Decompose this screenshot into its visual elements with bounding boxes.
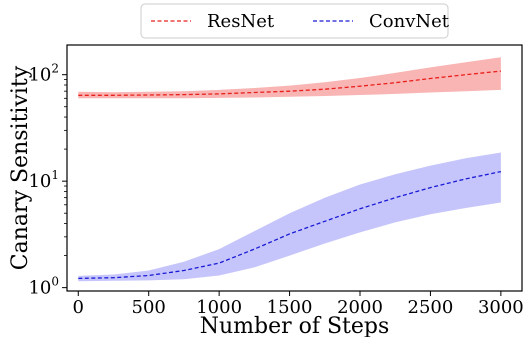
x-tick-label: 3000: [478, 297, 524, 318]
x-tick-label: 0: [73, 297, 84, 318]
y-tick-label: 102: [28, 62, 59, 86]
series-lines: [78, 70, 502, 280]
x-tick-label: 1000: [196, 297, 242, 318]
legend-label-convnet: ConvNet: [369, 11, 450, 32]
confidence-bands: [78, 57, 501, 282]
convnet-band: [78, 152, 501, 282]
resnet-band: [78, 57, 501, 99]
legend-box: [140, 3, 449, 39]
y-tick-label: 101: [28, 168, 59, 192]
x-tick-label: 2000: [337, 297, 383, 318]
convnet-line: [78, 170, 502, 280]
x-axis-label: Number of Steps: [200, 314, 390, 337]
resnet-line: [78, 70, 501, 96]
plot-frame: [66, 44, 523, 292]
legend: ResNet ConvNet: [140, 3, 450, 39]
x-axis: 0 500 1000 1500 2000 2500 3000: [73, 291, 524, 318]
y-axis: 100 101 102: [28, 62, 67, 299]
y-axis-label: Canary Sensitivity: [8, 65, 33, 270]
y-tick-label: 100: [28, 275, 59, 299]
x-tick-label: 1500: [267, 297, 313, 318]
x-tick-label: 500: [132, 297, 166, 318]
legend-label-resnet: ResNet: [207, 11, 275, 32]
x-tick-label: 2500: [408, 297, 454, 318]
